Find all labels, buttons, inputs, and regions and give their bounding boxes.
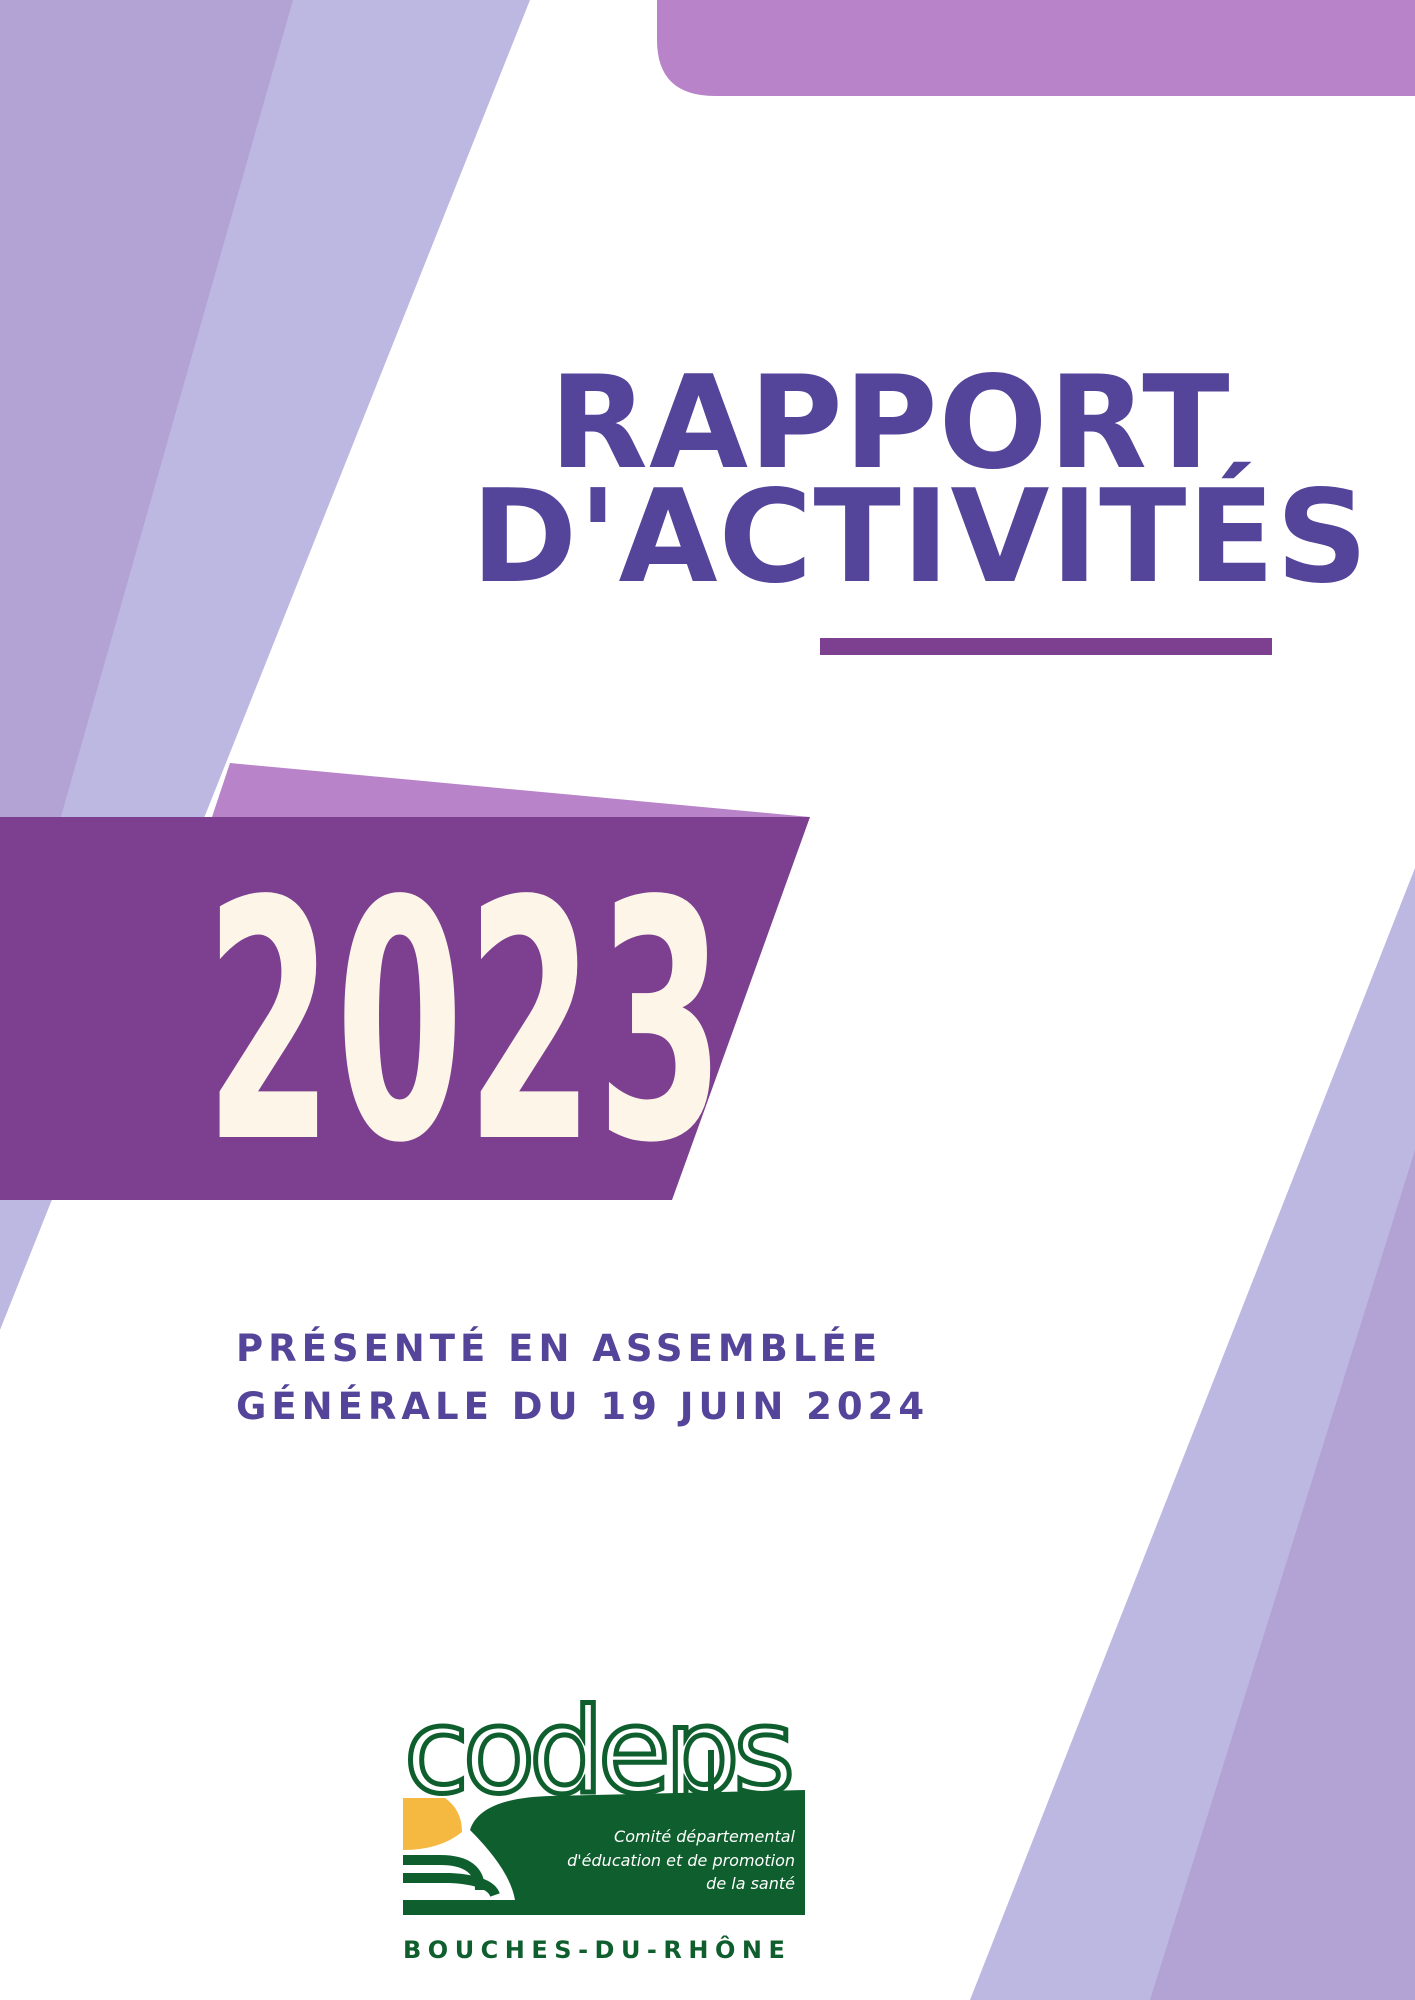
right-dark-stripe xyxy=(1150,1150,1415,2000)
codeps-logo: codeps Comité départemental d'éducation … xyxy=(402,1690,805,1964)
logo-green-field xyxy=(403,1790,805,1915)
report-year: 2023 xyxy=(205,831,728,1215)
logo-sun-shape xyxy=(403,1798,462,1850)
subtitle-line-2: GÉNÉRALE DU 19 JUIN 2024 xyxy=(236,1385,930,1428)
title-line-2: D'ACTIVITÉS xyxy=(471,463,1369,612)
left-dark-stripe xyxy=(0,0,293,900)
logo-region: BOUCHES-DU-RHÔNE xyxy=(403,1934,791,1964)
logo-tagline-3: de la santé xyxy=(706,1874,795,1893)
logo-tagline-1: Comité départemental xyxy=(614,1827,796,1846)
title-underline xyxy=(820,638,1272,655)
logo-road-stripes xyxy=(403,1855,500,1898)
subtitle-line-1: PRÉSENTÉ EN ASSEMBLÉE xyxy=(236,1327,882,1370)
top-pill xyxy=(657,0,1415,96)
year-banner xyxy=(0,817,810,1200)
banner-accent-wedge xyxy=(212,763,810,817)
logo-tagline-2: d'éducation et de promotion xyxy=(567,1851,795,1870)
title-line-1: RAPPORT xyxy=(549,349,1231,498)
